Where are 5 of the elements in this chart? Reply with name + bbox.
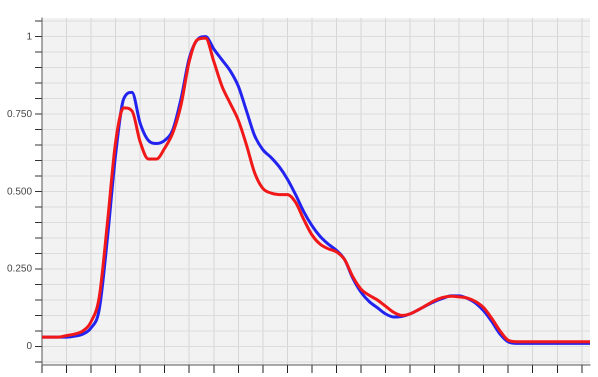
y-tick-label: 0: [26, 341, 32, 352]
y-tick-label: 0.750: [6, 108, 32, 120]
y-tick-label: 1: [26, 31, 32, 42]
y-tick-label: 0.250: [6, 264, 32, 275]
y-tick-label: 0.500: [6, 186, 32, 198]
